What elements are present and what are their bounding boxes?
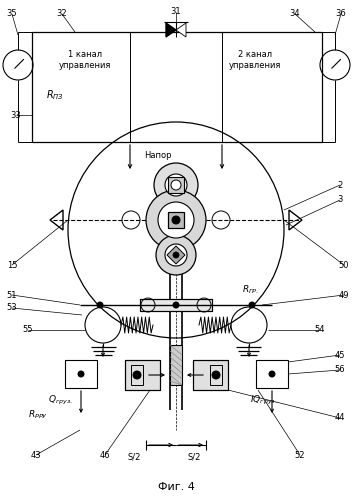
Circle shape xyxy=(212,371,220,379)
Text: 31: 31 xyxy=(171,8,181,16)
Bar xyxy=(170,345,182,385)
Text: $R_{ПЗ}$: $R_{ПЗ}$ xyxy=(46,88,64,102)
Text: 2: 2 xyxy=(337,180,343,190)
Bar xyxy=(168,177,184,193)
Text: Напор: Напор xyxy=(144,150,172,160)
Circle shape xyxy=(146,190,206,250)
Circle shape xyxy=(154,163,198,207)
Text: 1 канал
управления: 1 канал управления xyxy=(59,50,111,70)
Text: 54: 54 xyxy=(315,326,325,334)
Text: 53: 53 xyxy=(7,304,17,312)
Bar xyxy=(65,360,97,388)
Circle shape xyxy=(173,252,179,258)
Text: 34: 34 xyxy=(290,10,300,18)
Text: $R_{РРУ}$: $R_{РРУ}$ xyxy=(28,409,48,421)
Text: 3: 3 xyxy=(337,196,343,204)
Text: 44: 44 xyxy=(335,414,345,422)
Text: 15: 15 xyxy=(7,260,17,270)
Circle shape xyxy=(249,302,255,308)
Circle shape xyxy=(158,202,194,238)
Text: $I Q_{груз.}$: $I Q_{груз.}$ xyxy=(250,394,277,406)
Text: 52: 52 xyxy=(295,450,305,460)
Text: 33: 33 xyxy=(11,110,22,120)
Circle shape xyxy=(133,371,141,379)
Text: 32: 32 xyxy=(57,10,67,18)
Bar xyxy=(193,360,228,390)
Bar xyxy=(32,32,322,142)
Polygon shape xyxy=(167,246,185,264)
Text: 36: 36 xyxy=(336,10,346,18)
Text: S/2: S/2 xyxy=(127,452,141,462)
Text: 45: 45 xyxy=(335,350,345,360)
Bar xyxy=(125,360,160,390)
Text: 43: 43 xyxy=(31,450,41,460)
Text: 46: 46 xyxy=(100,450,110,460)
Bar xyxy=(210,365,222,385)
Bar xyxy=(168,212,184,228)
Bar xyxy=(193,360,228,390)
Circle shape xyxy=(97,302,103,308)
Text: 50: 50 xyxy=(339,260,349,270)
Bar xyxy=(140,299,212,311)
Text: 56: 56 xyxy=(335,366,345,374)
Text: 49: 49 xyxy=(339,290,349,300)
Text: S/2: S/2 xyxy=(187,452,201,462)
Circle shape xyxy=(173,302,179,308)
Text: 2 канал
управления: 2 канал управления xyxy=(229,50,281,70)
Circle shape xyxy=(171,180,181,190)
Circle shape xyxy=(165,174,187,196)
Circle shape xyxy=(165,244,187,266)
Text: $R_{ГР.}$: $R_{ГР.}$ xyxy=(242,284,259,296)
Bar xyxy=(125,360,160,390)
Text: 35: 35 xyxy=(7,10,17,18)
Bar xyxy=(131,365,143,385)
Circle shape xyxy=(269,371,275,377)
Circle shape xyxy=(172,216,180,224)
Text: $Q_{груз.}$: $Q_{груз.}$ xyxy=(48,394,73,406)
Text: 55: 55 xyxy=(23,326,33,334)
Polygon shape xyxy=(176,23,186,37)
Polygon shape xyxy=(166,23,176,37)
Circle shape xyxy=(156,235,196,275)
Text: Фиг. 4: Фиг. 4 xyxy=(157,482,195,492)
Bar xyxy=(256,360,288,388)
Bar xyxy=(140,299,212,311)
Text: 51: 51 xyxy=(7,290,17,300)
Circle shape xyxy=(78,371,84,377)
